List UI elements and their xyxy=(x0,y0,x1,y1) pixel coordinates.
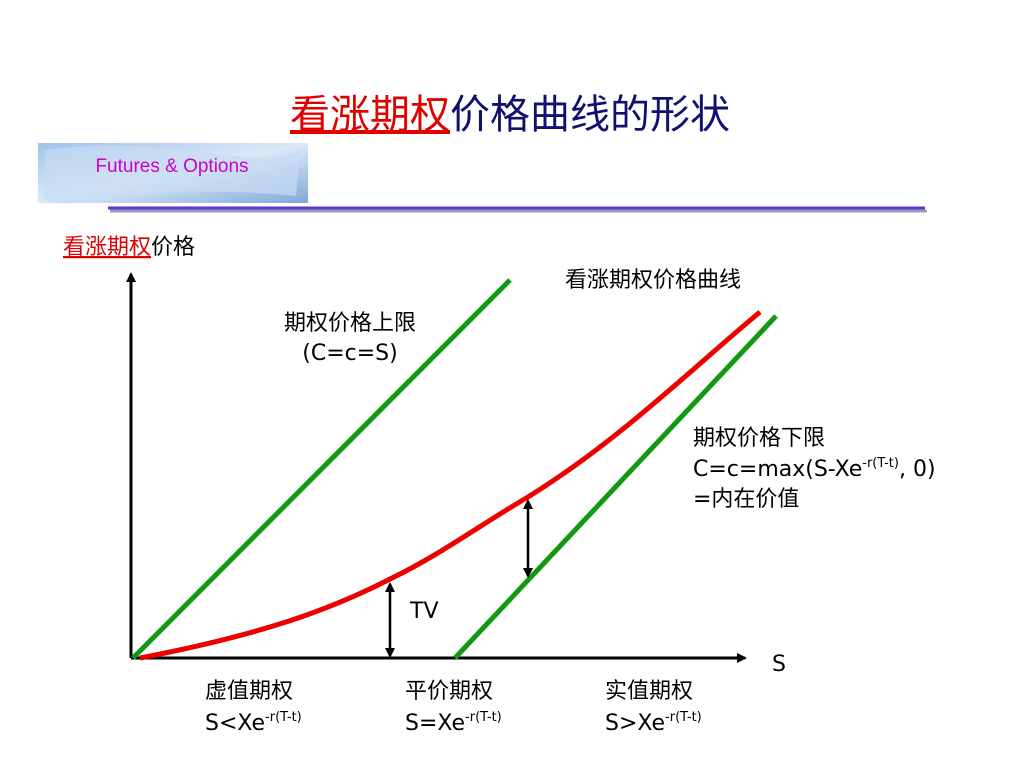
title-highlight: 看涨期权 xyxy=(290,92,450,138)
region-name: 实值期权 xyxy=(605,679,693,704)
region-name: 虚值期权 xyxy=(205,679,293,704)
x-axis-label: S xyxy=(772,652,786,677)
logo-texture xyxy=(43,145,301,204)
lower-bound-formula: C=c=max(S-Xe-r(T-t), 0) xyxy=(693,456,936,482)
upper-bound-line xyxy=(131,278,512,660)
y-label-highlight: 看涨期权 xyxy=(63,235,151,260)
curve-label: 看涨期权价格曲线 xyxy=(565,268,741,293)
title-rest: 价格曲线的形状 xyxy=(450,92,730,138)
call-price-curve xyxy=(139,310,762,661)
upper-bound-formula: (C=c=S) xyxy=(302,341,397,366)
tv-label: TV xyxy=(409,599,439,624)
lower-bound-line xyxy=(453,314,778,660)
condition-exponent: -r(T-t) xyxy=(265,710,302,725)
formula-base: C=c=max(S-Xe xyxy=(693,457,862,482)
region-condition: S<Xe-r(T-t) xyxy=(205,710,302,736)
logo-text: Futures & Options xyxy=(95,156,248,177)
upper-bound-title: 期权价格上限 xyxy=(284,311,416,336)
condition-base: S<Xe xyxy=(205,711,265,736)
region-condition: S=Xe-r(T-t) xyxy=(405,710,502,736)
condition-base: S=Xe xyxy=(405,711,465,736)
condition-exponent: -r(T-t) xyxy=(665,710,702,725)
lower-bound-title: 期权价格下限 xyxy=(693,426,825,451)
formula-tail: , 0) xyxy=(899,457,936,482)
condition-base: S>Xe xyxy=(605,711,665,736)
slide-title: 看涨期权价格曲线的形状 xyxy=(290,92,730,138)
y-axis-label: 看涨期权价格 xyxy=(63,235,195,260)
region-labels: 虚值期权S<Xe-r(T-t)平价期权S=Xe-r(T-t)实值期权S>Xe-r… xyxy=(205,679,702,736)
region-name: 平价期权 xyxy=(405,679,493,704)
formula-exponent: -r(T-t) xyxy=(862,456,899,471)
region-condition: S>Xe-r(T-t) xyxy=(605,710,702,736)
condition-exponent: -r(T-t) xyxy=(465,710,502,725)
lower-bound-note: =内在价值 xyxy=(693,487,799,512)
y-label-rest: 价格 xyxy=(151,235,195,260)
